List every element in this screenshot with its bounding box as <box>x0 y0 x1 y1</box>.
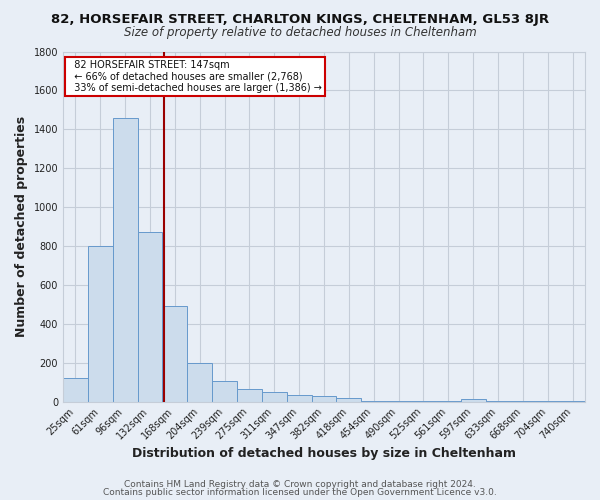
Text: Contains public sector information licensed under the Open Government Licence v3: Contains public sector information licen… <box>103 488 497 497</box>
Bar <box>237 389 262 402</box>
Bar <box>287 395 311 402</box>
Text: 82, HORSEFAIR STREET, CHARLTON KINGS, CHELTENHAM, GL53 8JR: 82, HORSEFAIR STREET, CHARLTON KINGS, CH… <box>51 12 549 26</box>
Bar <box>337 398 361 402</box>
Bar <box>262 392 287 402</box>
Text: 82 HORSEFAIR STREET: 147sqm
  ← 66% of detached houses are smaller (2,768)
  33%: 82 HORSEFAIR STREET: 147sqm ← 66% of det… <box>68 60 322 94</box>
Bar <box>461 398 485 402</box>
Bar <box>187 362 212 402</box>
Bar <box>88 246 113 402</box>
Bar <box>361 400 386 402</box>
Text: Size of property relative to detached houses in Cheltenham: Size of property relative to detached ho… <box>124 26 476 39</box>
Bar <box>113 118 137 402</box>
Bar <box>137 232 163 402</box>
Y-axis label: Number of detached properties: Number of detached properties <box>15 116 28 337</box>
Bar <box>386 401 411 402</box>
Bar <box>163 306 187 402</box>
X-axis label: Distribution of detached houses by size in Cheltenham: Distribution of detached houses by size … <box>132 447 516 460</box>
Bar <box>311 396 337 402</box>
Text: Contains HM Land Registry data © Crown copyright and database right 2024.: Contains HM Land Registry data © Crown c… <box>124 480 476 489</box>
Bar <box>212 381 237 402</box>
Bar <box>63 378 88 402</box>
